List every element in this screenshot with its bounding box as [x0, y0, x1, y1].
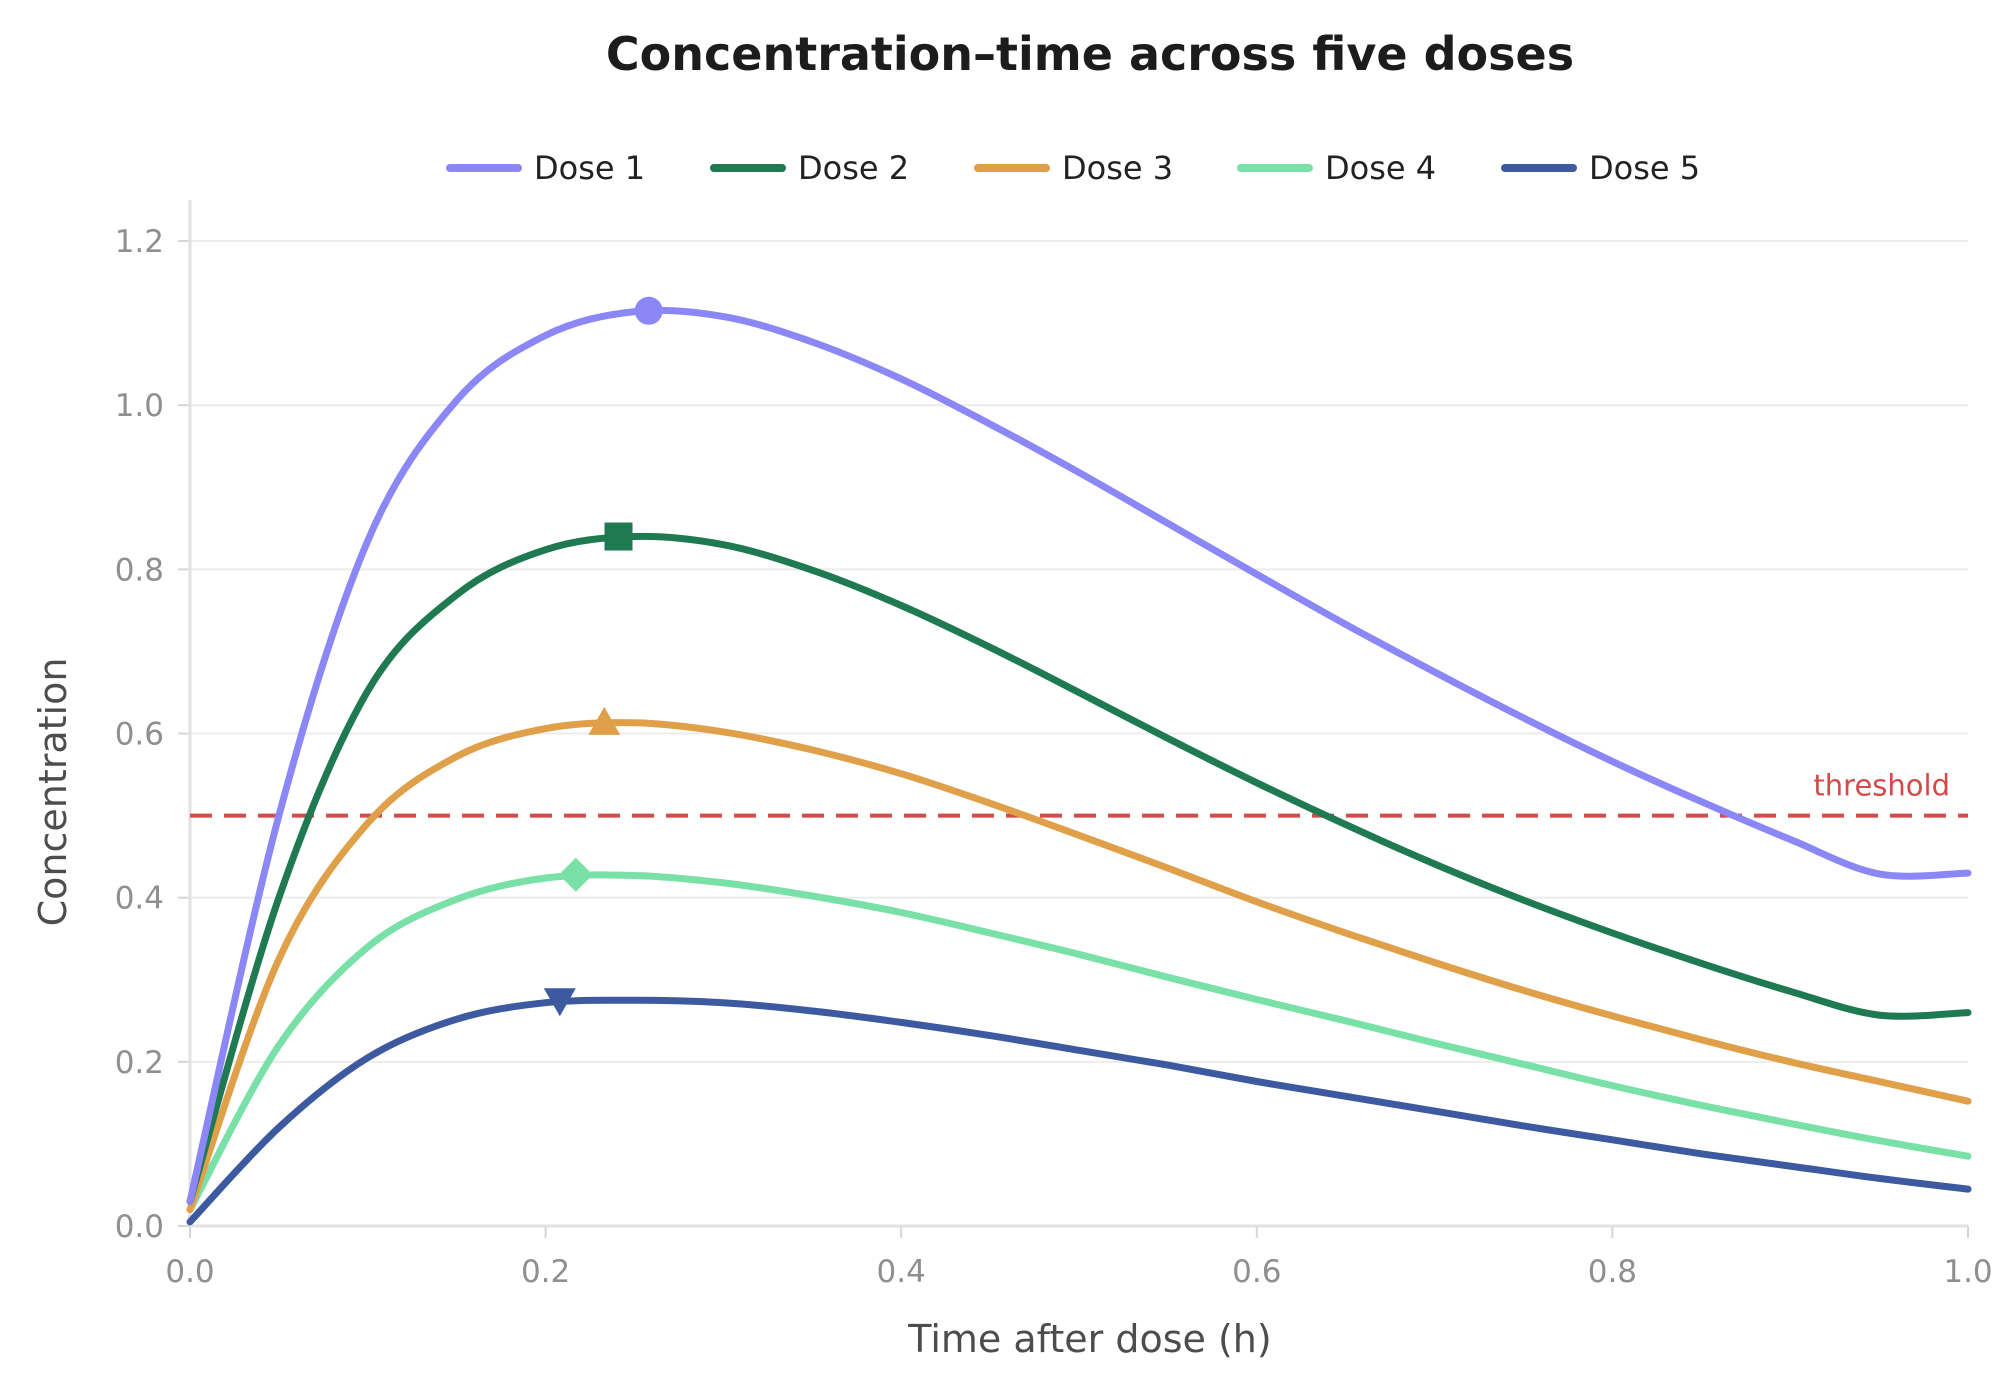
y-tick-label: 0.6	[115, 717, 164, 753]
peak-marker-dose-5	[543, 988, 576, 1017]
y-tick-label: 1.2	[115, 224, 164, 260]
grid	[190, 240, 1968, 1063]
x-tick-label: 0.0	[165, 1254, 214, 1290]
legend-label-dose-3: Dose 3	[1062, 149, 1173, 187]
legend-label-dose-2: Dose 2	[798, 149, 909, 187]
y-tick-label: 1.0	[115, 388, 164, 424]
series-line-dose-5	[186, 996, 1972, 1226]
threshold: threshold	[190, 769, 1968, 818]
y-tick-label: 0.2	[115, 1045, 164, 1081]
x-axis-label: Time after dose (h)	[907, 1317, 1271, 1361]
x-tick-label: 1.0	[1943, 1254, 1992, 1290]
legend: Dose 1 Dose 2 Dose 3 Dose 4 Dose 5	[446, 149, 1700, 187]
peak-marker-dose-1	[634, 296, 663, 325]
x-tick-label: 0.4	[877, 1254, 926, 1290]
y-tick-label: 0.8	[115, 552, 164, 588]
chart-title: Concentration–time across five doses	[606, 27, 1574, 81]
y-axis-label: Concentration	[31, 658, 75, 927]
axes: 0.0 0.2 0.4 0.6 0.8 1.0 1.2 0.0 0.2 0.4 0.6 0.8 1.0	[115, 200, 1993, 1290]
x-tick-label: 0.6	[1232, 1254, 1281, 1290]
legend-label-dose-1: Dose 1	[534, 149, 645, 187]
peak-marker-dose-4	[558, 857, 593, 892]
peak-marker-dose-2	[604, 522, 633, 551]
threshold-label: threshold	[1813, 769, 1950, 803]
legend-label-dose-5: Dose 5	[1589, 149, 1700, 187]
legend-label-dose-4: Dose 4	[1325, 149, 1436, 187]
series-line-dose-3	[186, 719, 1972, 1214]
peak-markers	[543, 296, 663, 1017]
x-tick-label: 0.8	[1588, 1254, 1637, 1290]
y-tick-label: 0.4	[115, 881, 164, 917]
peak-marker-dose-3	[588, 706, 621, 735]
x-tick-label: 0.2	[521, 1254, 570, 1290]
series-line-dose-1	[186, 306, 1972, 1205]
series-line-dose-4	[186, 871, 1972, 1214]
series-line-dose-2	[186, 532, 1972, 1205]
series	[186, 306, 1972, 1226]
y-tick-label: 0.0	[115, 1209, 164, 1245]
